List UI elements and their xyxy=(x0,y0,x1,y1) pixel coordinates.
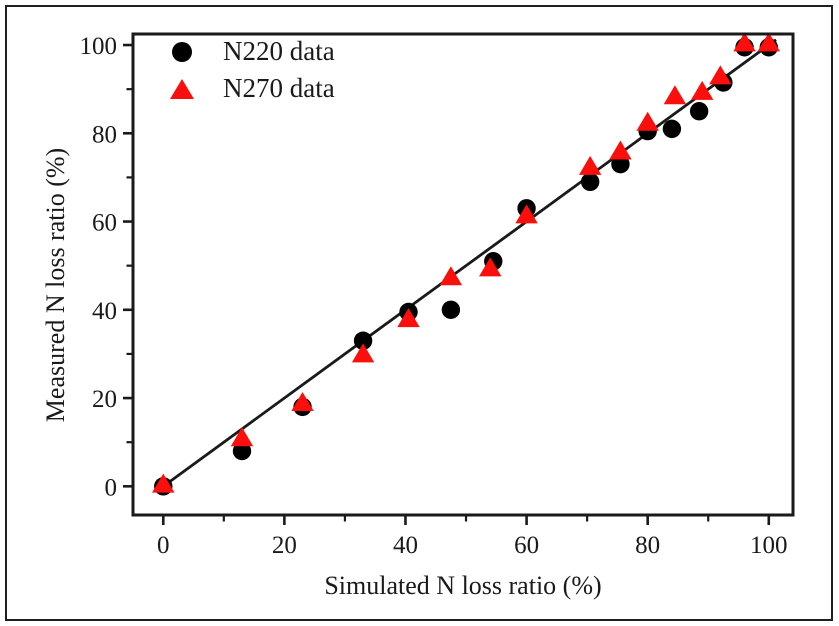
data-point-n270 xyxy=(230,427,254,447)
data-point-n270 xyxy=(291,391,314,411)
black-circle-marker-icon xyxy=(172,41,192,62)
legend-item-n220: N220 data xyxy=(161,33,335,70)
data-point-n270 xyxy=(578,155,602,175)
legend: N220 data N270 data xyxy=(161,33,335,107)
data-point-n220 xyxy=(232,441,252,461)
y-axis-label: Measured N loss ratio (%) xyxy=(41,147,70,423)
red-triangle-marker-icon xyxy=(170,78,194,99)
x-tick-label: 80 xyxy=(635,532,660,559)
y-tick-label: 20 xyxy=(92,386,117,413)
legend-symbol-cell xyxy=(161,41,203,62)
y-tick-label: 80 xyxy=(92,121,117,148)
data-point-n220 xyxy=(662,119,682,139)
x-tick-label: 0 xyxy=(157,532,170,559)
data-point-n270 xyxy=(397,308,420,328)
axes-frame xyxy=(131,32,795,517)
one-to-one-line xyxy=(161,38,777,489)
y-tick-label: 40 xyxy=(92,298,117,325)
data-point-n270 xyxy=(609,140,632,160)
y-tick-label: 60 xyxy=(92,210,117,237)
data-point-n270 xyxy=(709,65,732,85)
data-point-n270 xyxy=(479,257,502,277)
y-tick-label: 100 xyxy=(80,33,118,60)
data-point-n270 xyxy=(733,32,756,52)
legend-item-n270: N270 data xyxy=(161,70,335,107)
data-point-n270 xyxy=(439,266,463,286)
data-point-n220 xyxy=(611,154,630,174)
data-point-n270 xyxy=(152,473,175,493)
legend-label-n220: N220 data xyxy=(223,36,335,66)
x-tick-label: 20 xyxy=(272,532,297,559)
data-point-n220 xyxy=(580,172,600,192)
x-tick-label: 100 xyxy=(750,532,788,559)
data-point-n270 xyxy=(636,111,659,131)
y-tick-label: 0 xyxy=(105,474,118,501)
x-axis-label: Simulated N loss ratio (%) xyxy=(324,571,602,600)
x-tick-label: 40 xyxy=(393,532,418,559)
data-point-n270 xyxy=(515,204,538,224)
data-point-n220 xyxy=(441,300,461,320)
data-point-n270 xyxy=(690,80,714,100)
legend-symbol-cell xyxy=(161,78,203,99)
x-tick-label: 60 xyxy=(514,532,539,559)
data-point-n220 xyxy=(353,331,373,350)
data-point-n270 xyxy=(351,343,375,363)
legend-label-n270: N270 data xyxy=(223,73,335,103)
data-point-n220 xyxy=(689,102,709,121)
data-point-n270 xyxy=(757,32,780,52)
data-point-n270 xyxy=(663,85,687,105)
